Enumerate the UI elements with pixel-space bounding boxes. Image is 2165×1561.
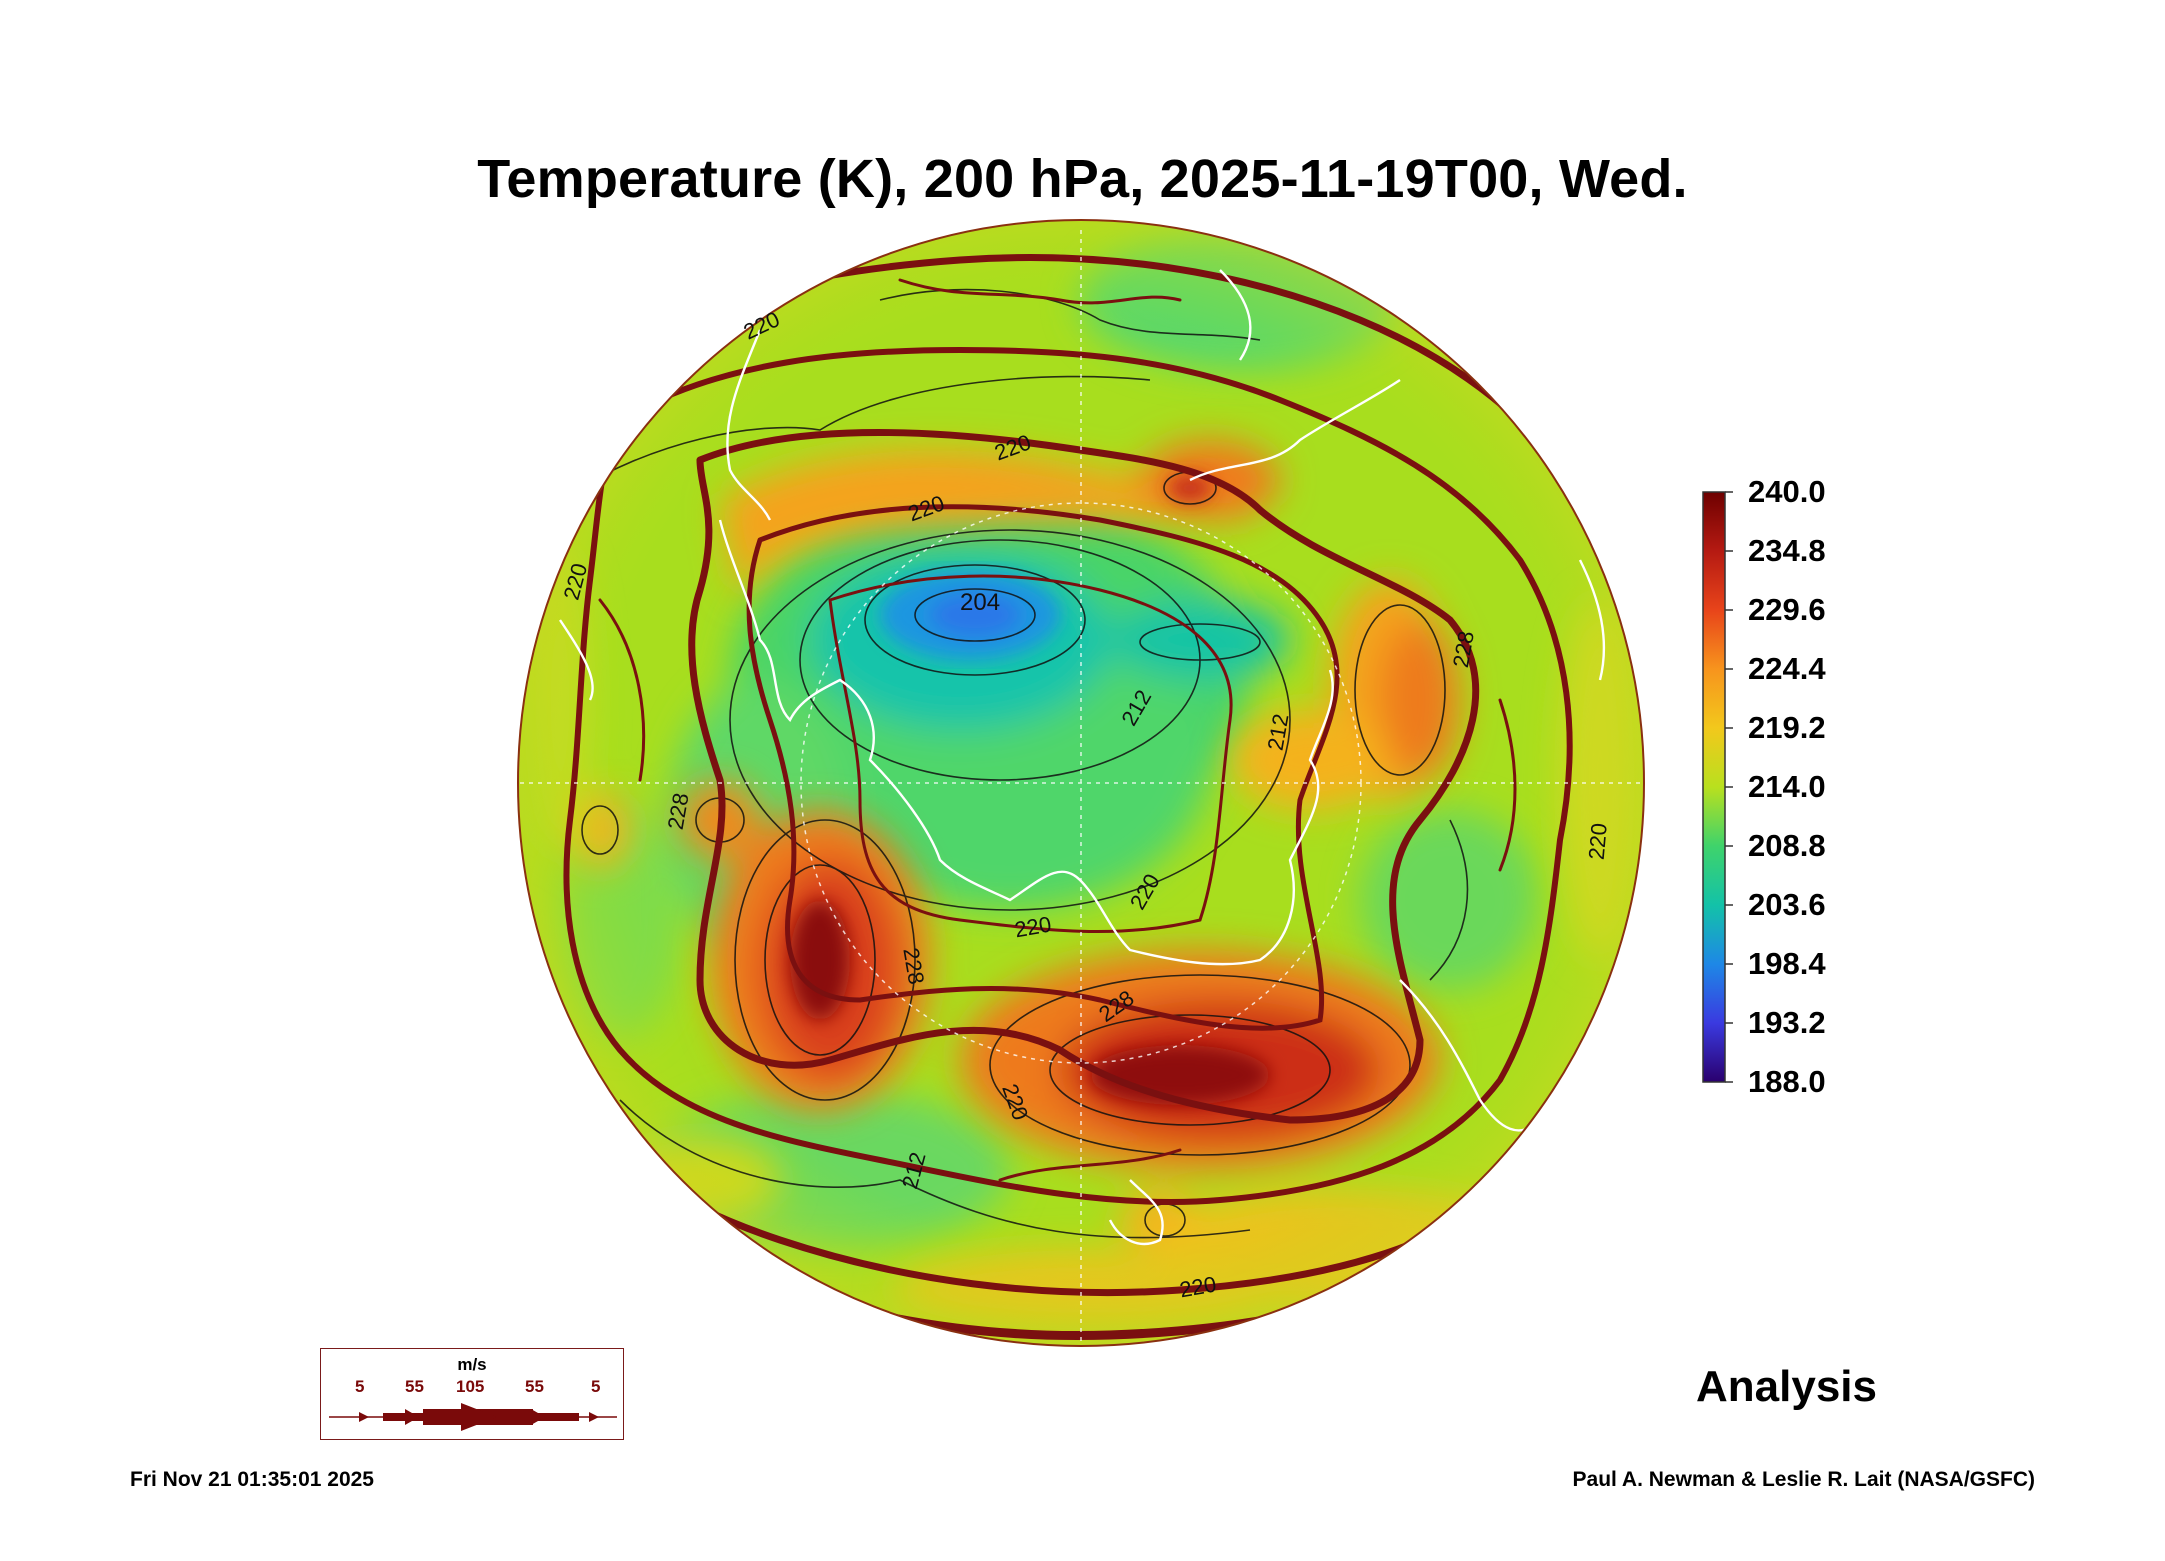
colorbar-label: 193.2 — [1748, 1005, 1826, 1040]
wind-legend-arrow — [329, 1403, 617, 1431]
contour-label: 220 — [1584, 822, 1612, 861]
colorbar-label: 229.6 — [1748, 592, 1826, 627]
colorbar-label: 198.4 — [1748, 946, 1826, 981]
colorbar-label: 188.0 — [1748, 1064, 1826, 1099]
map-rim — [517, 219, 1645, 1347]
credit: Paul A. Newman & Leslie R. Lait (NASA/GS… — [1572, 1468, 2035, 1491]
wind-speed-label: 105 — [456, 1377, 485, 1396]
wind-speed-label: 55 — [525, 1377, 544, 1396]
colorbar-label: 208.8 — [1748, 828, 1826, 863]
wind-unit: m/s — [457, 1355, 487, 1374]
colorbar-label: 219.2 — [1748, 710, 1826, 745]
graticule — [520, 230, 1644, 1346]
colorbar-label: 214.0 — [1748, 769, 1826, 804]
contour-label: 204 — [960, 589, 1000, 616]
colorbar-label: 224.4 — [1748, 651, 1826, 686]
colorbar — [1702, 491, 1733, 1083]
map-title: Temperature (K), 200 hPa, 2025-11-19T00,… — [477, 149, 1688, 209]
wind-speed-legend: m/s 5 55 105 55 5 — [320, 1348, 624, 1440]
analysis-label: Analysis — [1696, 1362, 1877, 1411]
wind-speed-label: 55 — [405, 1377, 424, 1396]
colorbar-label: 234.8 — [1748, 533, 1826, 568]
wind-speed-label: 5 — [355, 1377, 365, 1396]
timestamp: Fri Nov 21 01:35:01 2025 — [130, 1468, 374, 1491]
wind-speed-label: 5 — [591, 1377, 601, 1396]
colorbar-label: 203.6 — [1748, 887, 1826, 922]
colorbar-label: 240.0 — [1748, 474, 1826, 509]
temperature-field — [518, 220, 1644, 1346]
